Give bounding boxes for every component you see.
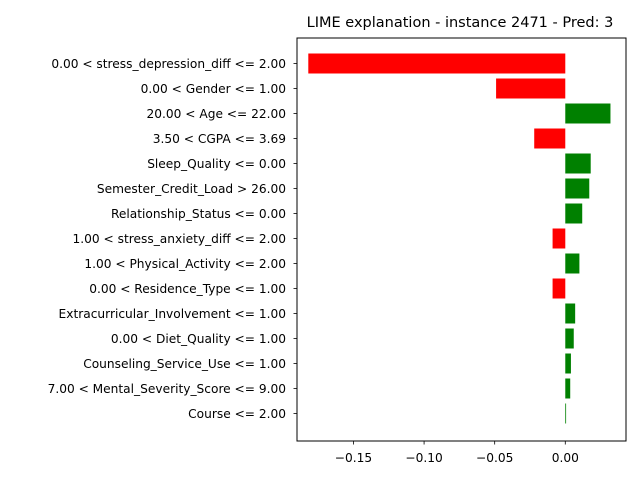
y-tick-label-0: 0.00 < stress_depression_diff <= 2.00 bbox=[51, 57, 286, 71]
bar-11 bbox=[565, 328, 574, 349]
y-tick-label-7: 1.00 < stress_anxiety_diff <= 2.00 bbox=[73, 232, 286, 246]
y-tick-label-8: 1.00 < Physical_Activity <= 2.00 bbox=[84, 257, 286, 271]
bar-14 bbox=[565, 403, 567, 424]
x-ticks: −0.15 −0.10 −0.05 0.00 bbox=[335, 441, 579, 465]
x-tick-label-3: 0.00 bbox=[552, 451, 579, 465]
bar-6 bbox=[565, 203, 583, 224]
y-tick-label-4: Sleep_Quality <= 0.00 bbox=[147, 157, 286, 171]
bar-13 bbox=[565, 378, 571, 399]
bar-10 bbox=[565, 303, 576, 324]
bar-12 bbox=[565, 353, 571, 374]
y-tick-label-11: 0.00 < Diet_Quality <= 1.00 bbox=[111, 332, 286, 346]
bars-group bbox=[308, 53, 611, 424]
plot-frame bbox=[296, 37, 627, 442]
y-tick-label-13: 7.00 < Mental_Severity_Score <= 9.00 bbox=[48, 382, 286, 396]
y-tick-label-2: 20.00 < Age <= 22.00 bbox=[147, 107, 286, 121]
bar-1 bbox=[496, 78, 566, 99]
y-tick-label-5: Semester_Credit_Load > 26.00 bbox=[97, 182, 286, 196]
bar-3 bbox=[534, 128, 566, 149]
y-tick-label-14: Course <= 2.00 bbox=[188, 407, 286, 421]
y-tick-label-6: Relationship_Status <= 0.00 bbox=[111, 207, 286, 221]
bar-5 bbox=[565, 178, 590, 199]
x-tick-label-0: −0.15 bbox=[335, 451, 372, 465]
bar-8 bbox=[565, 253, 580, 274]
y-tick-labels: 0.00 < stress_depression_diff <= 2.00 0.0… bbox=[48, 57, 297, 421]
x-tick-label-2: −0.05 bbox=[476, 451, 513, 465]
chart-title: LIME explanation - instance 2471 - Pred:… bbox=[307, 15, 614, 31]
y-tick-label-12: Counseling_Service_Use <= 1.00 bbox=[83, 357, 286, 371]
bar-2 bbox=[565, 103, 611, 124]
bar-9 bbox=[552, 278, 566, 299]
bar-0 bbox=[308, 53, 566, 74]
y-tick-label-1: 0.00 < Gender <= 1.00 bbox=[141, 82, 286, 96]
bar-7 bbox=[552, 228, 566, 249]
bar-4 bbox=[565, 153, 591, 174]
x-tick-label-1: −0.10 bbox=[405, 451, 442, 465]
y-tick-label-3: 3.50 < CGPA <= 3.69 bbox=[153, 132, 286, 146]
y-tick-label-10: Extracurricular_Involvement <= 1.00 bbox=[59, 307, 286, 321]
y-tick-label-9: 0.00 < Residence_Type <= 1.00 bbox=[89, 282, 286, 296]
